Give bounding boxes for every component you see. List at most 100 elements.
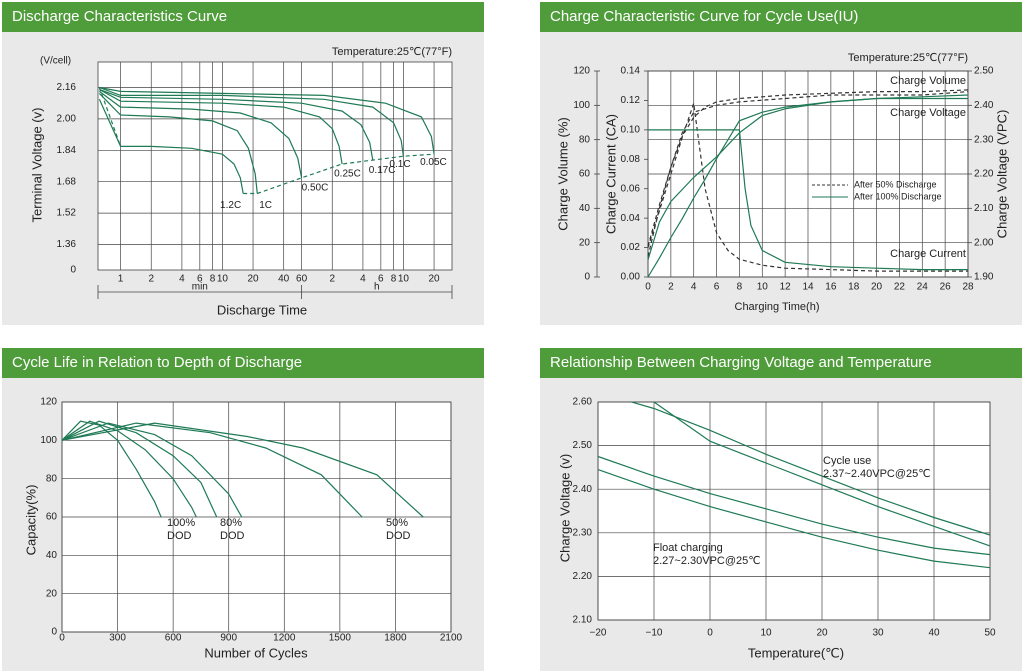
series-line: [99, 90, 303, 178]
x-tick-label: 1500: [329, 633, 352, 644]
panel-title: Cycle Life in Relation to Depth of Disch…: [12, 354, 302, 371]
series-line: [61, 420, 162, 518]
y-tick-label: 20: [579, 237, 591, 248]
x-tick-label: 30: [872, 628, 884, 639]
series-line: [243, 153, 435, 195]
y-tick-label: 1.52: [57, 208, 77, 219]
x-tick-label: 4: [360, 274, 366, 285]
x-tick-label: 10: [760, 628, 772, 639]
y-tick-label: 2.60: [573, 397, 593, 408]
annotation: Charge Voltage: [890, 107, 966, 119]
y-tick-label: 2.00: [57, 114, 77, 125]
y-tick-label: 2.30: [974, 134, 994, 145]
series-line: [631, 401, 991, 536]
x-tick-label: 28: [962, 282, 974, 293]
ybreak-label: 0: [70, 265, 76, 276]
x-tick-label: 1: [118, 274, 124, 285]
series-label: 0.1C: [389, 159, 410, 170]
series-line: [61, 422, 424, 518]
note: Temperature:25℃(77°F): [848, 52, 968, 64]
x-tick-label: 600: [165, 633, 182, 644]
annotation: Charge Volume: [890, 75, 966, 87]
y-tick-label: 2.30: [573, 527, 593, 538]
y-tick-label: 120: [40, 397, 57, 408]
x-tick-label: 12: [780, 282, 792, 293]
series-line: [647, 89, 969, 247]
annotation: Charge Current: [890, 248, 966, 260]
y-tick-label: 0: [584, 272, 590, 283]
x-tick-label: 2: [329, 274, 335, 285]
y-tick-label: 60: [46, 512, 58, 523]
ylabel: Terminal Voltage (v): [29, 108, 44, 223]
y-tick-label: 0.12: [621, 95, 641, 106]
y-tick-label: 2.40: [573, 484, 593, 495]
y-tick-label: 80: [46, 473, 58, 484]
x-tick-label: 1800: [384, 633, 407, 644]
series-line: [98, 87, 122, 147]
series-line: [61, 422, 363, 518]
x-tick-label: 10: [217, 274, 229, 285]
annotation: Cycle use: [823, 455, 871, 467]
y-tick-label: 2.10: [573, 615, 593, 626]
x-tick-label: 0: [645, 282, 651, 293]
y-tick-label: 120: [573, 66, 590, 77]
series-line: [61, 422, 243, 518]
y-tick-label: 40: [579, 203, 591, 214]
y-tick-label: 0.08: [621, 154, 641, 165]
x-tick-label: 20: [247, 274, 259, 285]
y-tick-label: 0.14: [621, 66, 641, 77]
section-label: h: [374, 282, 380, 293]
series-label: 0.05C: [420, 157, 447, 168]
y-tick-label: 20: [46, 588, 58, 599]
x-tick-label: 4: [179, 274, 185, 285]
y-tick-label: 2.10: [974, 203, 994, 214]
x-tick-label: 0: [59, 633, 65, 644]
panel-header: [540, 2, 1022, 32]
x-tick-label: 24: [917, 282, 929, 293]
x-tick-label: 2: [148, 274, 154, 285]
annotation: 100%: [167, 517, 195, 529]
x-tick-label: 8: [391, 274, 397, 285]
annotation: DOD: [220, 530, 245, 542]
annotation: 2.27~2.30VPC@25℃: [653, 555, 761, 567]
y-tick-label: 1.84: [57, 145, 77, 156]
series-line: [597, 455, 991, 556]
legend-label: After 100% Discharge: [854, 191, 942, 201]
x-tick-label: 300: [109, 633, 126, 644]
x-tick-label: 18: [848, 282, 860, 293]
note: Temperature:25℃(77°F): [332, 46, 452, 58]
series-label: 1.2C: [220, 200, 241, 211]
y-tick-label: 0.04: [621, 213, 641, 224]
section-label: min: [192, 282, 208, 293]
annotation: 50%: [386, 517, 408, 529]
series-label: 1C: [259, 200, 272, 211]
xlabel: Number of Cycles: [204, 645, 308, 660]
series-line: [647, 91, 969, 257]
series-line: [647, 103, 968, 272]
series-line: [99, 86, 435, 155]
x-tick-label: 16: [825, 282, 837, 293]
y-tick-label: 1.68: [57, 176, 77, 187]
y-tick-label: 2.50: [573, 440, 593, 451]
annotation: 80%: [220, 517, 242, 529]
series-line: [98, 99, 244, 194]
y3label: Charge Current (CA): [603, 114, 618, 234]
y-tick-label: 80: [579, 134, 591, 145]
x-tick-label: 4: [691, 282, 697, 293]
panel-title: Charge Characteristic Curve for Cycle Us…: [550, 8, 858, 25]
x-tick-label: −10: [646, 628, 663, 639]
panel-header: [2, 2, 484, 32]
series-label: 0.25C: [334, 169, 361, 180]
series-line: [597, 469, 991, 569]
y-tick-label: 60: [579, 169, 591, 180]
y-tick-label: 2.20: [974, 169, 994, 180]
x-tick-label: 10: [757, 282, 769, 293]
panel-title: Discharge Characteristics Curve: [12, 8, 227, 25]
ylabel: Charge Volume (%): [555, 117, 570, 230]
series-line: [648, 129, 968, 271]
x-tick-label: 40: [928, 628, 940, 639]
panel-header: [540, 348, 1022, 378]
xlabel: Discharge Time: [217, 302, 307, 317]
series-line: [653, 401, 991, 547]
x-tick-label: 6: [378, 274, 384, 285]
